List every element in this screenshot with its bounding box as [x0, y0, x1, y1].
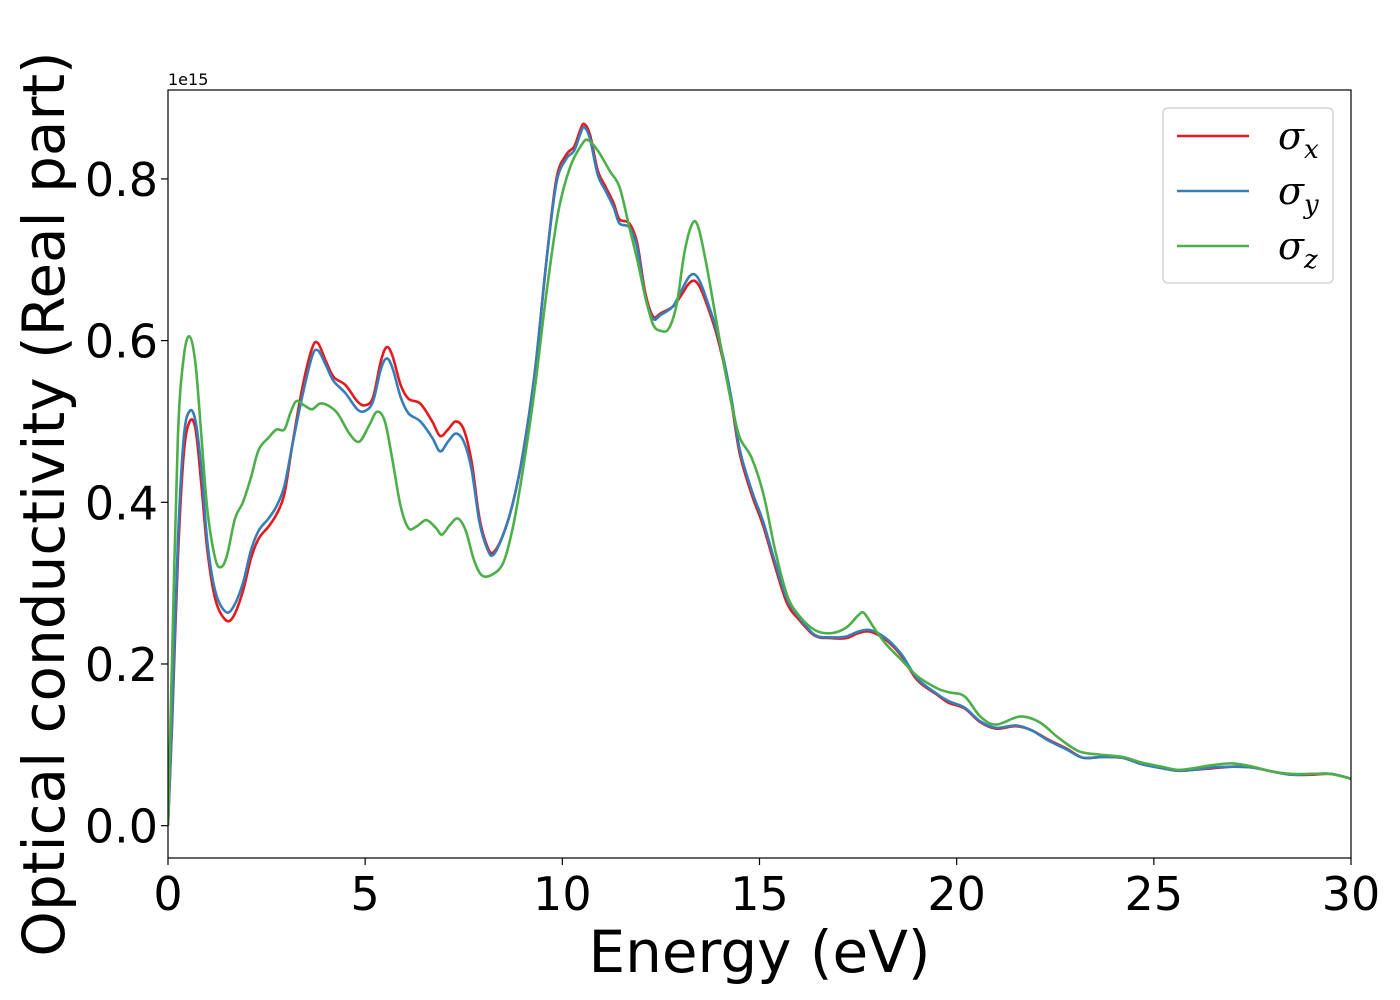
x-tick-label: 5 [351, 867, 380, 921]
x-tick-label: 20 [927, 867, 986, 921]
y-axis-ticks: 0.0 0.2 0.4 0.6 0.8 [85, 153, 168, 854]
x-tick-label: 10 [533, 867, 592, 921]
x-axis-ticks: 0 5 10 15 20 25 30 [153, 858, 1380, 921]
series-line-y [168, 125, 1351, 826]
legend-label-x: σx [1278, 114, 1319, 165]
series-layer [168, 122, 1351, 826]
y-tick-label: 0.6 [85, 315, 158, 369]
legend-box [1162, 107, 1334, 284]
x-tick-label: 15 [730, 867, 789, 921]
legend-label-y: σy [1278, 169, 1319, 220]
x-axis-label: Energy (eV) [588, 918, 930, 986]
x-tick-label: 0 [153, 867, 182, 921]
x-tick-label: 30 [1322, 867, 1381, 921]
y-axis-label: Optical conductivity (Real part) [10, 51, 78, 956]
x-tick-label: 25 [1125, 867, 1184, 921]
y-tick-label: 0.2 [85, 638, 158, 692]
y-tick-label: 0.4 [85, 476, 158, 530]
y-tick-label: 0.0 [85, 800, 158, 854]
y-axis-offset-label: 1e15 [168, 70, 208, 89]
y-tick-label: 0.8 [85, 153, 158, 207]
legend-label-z: σz [1278, 224, 1318, 275]
series-line-z [168, 138, 1351, 826]
